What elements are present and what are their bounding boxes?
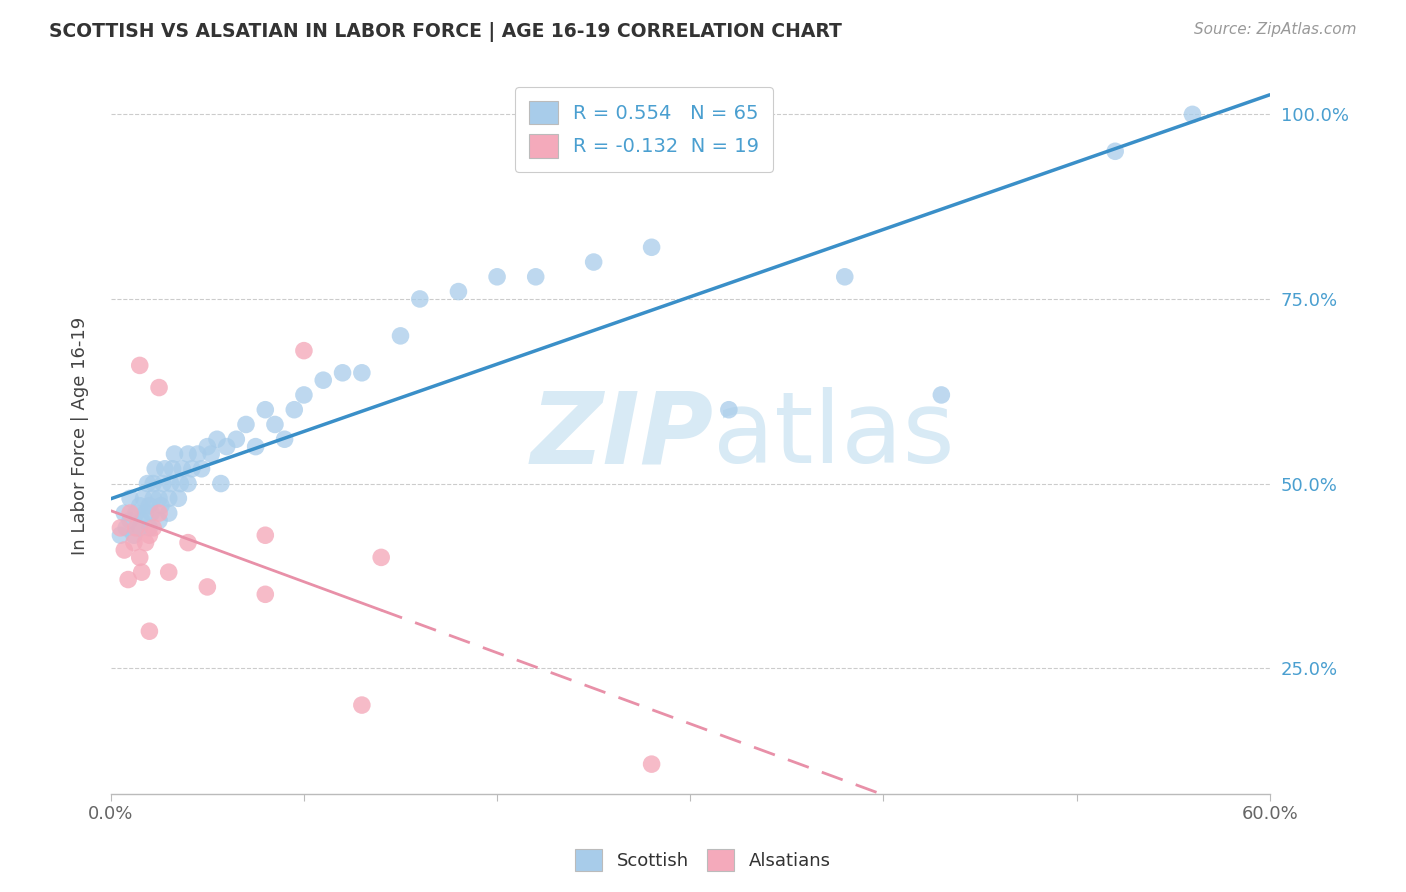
Point [142, 476, 165, 491]
Point [180, 462, 202, 476]
Point [177, 535, 200, 549]
Point [138, 528, 160, 542]
Point [159, 476, 181, 491]
Point [834, 269, 856, 284]
Point [1104, 145, 1126, 159]
Point [245, 440, 267, 454]
Point [370, 550, 392, 565]
Point [157, 491, 180, 506]
Point [177, 476, 200, 491]
Point [128, 550, 150, 565]
Point [254, 402, 277, 417]
Point [148, 491, 170, 506]
Point [131, 513, 153, 527]
Point [157, 506, 180, 520]
Point [292, 343, 315, 358]
Point [640, 757, 662, 772]
Point [172, 462, 194, 476]
Point [153, 462, 176, 476]
Point [148, 380, 170, 394]
Text: atlas: atlas [713, 387, 955, 484]
Point [128, 521, 150, 535]
Point [717, 402, 740, 417]
Point [122, 528, 145, 542]
Point [150, 499, 173, 513]
Point [163, 447, 186, 461]
Point [135, 506, 157, 520]
Point [135, 535, 157, 549]
Text: ZIP: ZIP [530, 387, 713, 484]
Point [142, 521, 165, 535]
Point [254, 528, 277, 542]
Point [120, 513, 142, 527]
Point [125, 506, 148, 520]
Point [115, 521, 138, 535]
Point [225, 432, 247, 446]
Point [215, 440, 238, 454]
Point [148, 506, 170, 520]
Point [128, 359, 150, 373]
Point [931, 388, 953, 402]
Point [117, 573, 139, 587]
Point [120, 506, 142, 520]
Point [350, 698, 373, 712]
Point [142, 491, 165, 506]
Point [190, 462, 212, 476]
Point [148, 513, 170, 527]
Point [312, 373, 335, 387]
Point [524, 269, 547, 284]
Point [195, 580, 218, 594]
Point [283, 402, 305, 417]
Point [162, 462, 184, 476]
Point [169, 476, 191, 491]
Point [1181, 107, 1204, 121]
Point [235, 417, 257, 432]
Point [582, 255, 605, 269]
Text: SCOTTISH VS ALSATIAN IN LABOR FORCE | AGE 16-19 CORRELATION CHART: SCOTTISH VS ALSATIAN IN LABOR FORCE | AG… [49, 22, 842, 42]
Point [112, 543, 135, 558]
Point [138, 499, 160, 513]
Y-axis label: In Labor Force | Age 16-19: In Labor Force | Age 16-19 [72, 317, 89, 555]
Point [143, 462, 166, 476]
Point [110, 521, 132, 535]
Point [167, 491, 190, 506]
Point [187, 447, 209, 461]
Point [177, 447, 200, 461]
Point [136, 476, 159, 491]
Point [409, 292, 432, 306]
Point [200, 447, 222, 461]
Point [254, 587, 277, 601]
Point [264, 417, 287, 432]
Point [447, 285, 470, 299]
Point [350, 366, 373, 380]
Point [131, 565, 153, 579]
Point [132, 491, 155, 506]
Point [128, 499, 150, 513]
Point [125, 521, 148, 535]
Point [389, 329, 412, 343]
Point [141, 506, 163, 520]
Point [195, 440, 218, 454]
Point [120, 491, 142, 506]
Point [152, 476, 174, 491]
Point [112, 506, 135, 520]
Text: Source: ZipAtlas.com: Source: ZipAtlas.com [1194, 22, 1357, 37]
Point [138, 521, 160, 535]
Point [292, 388, 315, 402]
Point [640, 240, 662, 254]
Point [332, 366, 354, 380]
Point [157, 565, 180, 579]
Point [486, 269, 509, 284]
Point [209, 476, 232, 491]
Legend: Scottish, Alsatians: Scottish, Alsatians [568, 842, 838, 879]
Point [138, 624, 160, 639]
Point [273, 432, 295, 446]
Point [110, 528, 132, 542]
Point [205, 432, 228, 446]
Legend: R = 0.554   N = 65, R = -0.132  N = 19: R = 0.554 N = 65, R = -0.132 N = 19 [515, 87, 773, 171]
Point [122, 535, 145, 549]
